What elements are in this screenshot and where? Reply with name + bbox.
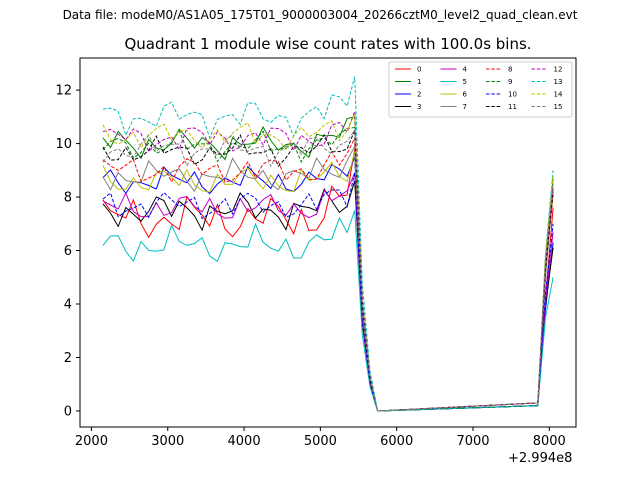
series-line-1	[102, 116, 554, 412]
legend-label: 3	[417, 103, 421, 111]
legend-label: 12	[554, 66, 563, 74]
legend-label: 5	[463, 78, 467, 86]
x-tick-label: 4000	[228, 434, 261, 449]
y-tick-label: 6	[64, 244, 72, 259]
series-line-6	[102, 151, 554, 412]
series-line-13	[102, 76, 554, 412]
x-tick-label: 3000	[151, 434, 184, 449]
series-line-5	[102, 210, 554, 412]
y-tick-label: 2	[64, 351, 72, 366]
x-tick-label: 5000	[304, 434, 337, 449]
y-tick-label: 12	[55, 84, 72, 99]
legend-label: 8	[508, 66, 512, 74]
series-line-12	[102, 111, 554, 412]
legend-box	[388, 61, 573, 118]
y-tick-label: 8	[64, 191, 72, 206]
legend-label: 11	[508, 103, 517, 111]
x-offset-label: +2.994e8	[508, 451, 573, 466]
legend-label: 7	[463, 103, 467, 111]
y-tick-label: 4	[64, 298, 72, 313]
legend-label: 13	[554, 78, 563, 86]
legend-label: 10	[508, 91, 517, 99]
x-tick-label: 8000	[533, 434, 566, 449]
y-tick-label: 0	[64, 404, 72, 419]
series-line-9	[102, 126, 554, 412]
legend-label: 15	[554, 103, 563, 111]
legend-label: 1	[417, 78, 421, 86]
series-line-14	[102, 113, 554, 412]
chart-title: Quadrant 1 module wise count rates with …	[124, 35, 532, 53]
legend-label: 6	[463, 91, 468, 99]
series-line-3	[102, 180, 554, 412]
series-line-8	[102, 136, 554, 412]
series-line-7	[102, 144, 554, 412]
legend-label: 9	[508, 78, 512, 86]
series-line-15	[102, 128, 554, 412]
plot-frame	[79, 57, 577, 428]
series-line-4	[102, 172, 554, 412]
series-line-0	[102, 148, 554, 412]
legend-label: 4	[463, 66, 468, 74]
legend-label: 0	[417, 66, 421, 74]
series-layer	[102, 76, 554, 412]
y-tick-label: 10	[55, 137, 72, 152]
legend-label: 14	[554, 91, 563, 99]
suptitle: Data file: modeM0/AS1A05_175T01_90000030…	[62, 8, 578, 22]
x-tick-label: 6000	[380, 434, 413, 449]
x-tick-label: 2000	[75, 434, 108, 449]
legend-label: 2	[417, 91, 421, 99]
x-tick-label: 7000	[456, 434, 489, 449]
series-line-10	[102, 172, 554, 412]
